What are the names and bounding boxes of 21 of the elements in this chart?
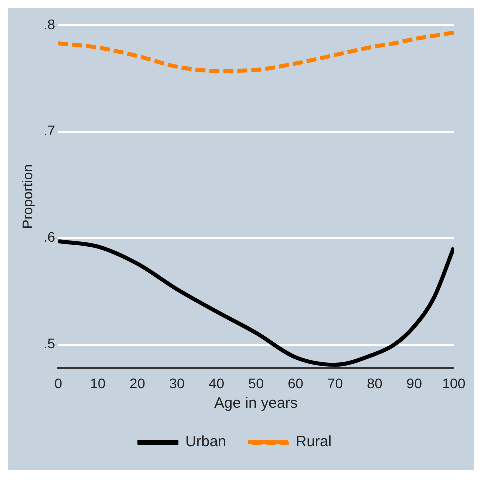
x-tick-label: 90 (406, 375, 422, 392)
line-series (58, 240, 454, 368)
x-tick-label: 30 (169, 375, 186, 392)
y-tick-label: .7 (44, 122, 56, 139)
legend-label: Urban (186, 434, 227, 451)
x-tick-label: 100 (442, 375, 466, 392)
legend-label: Rural (296, 434, 332, 451)
x-tick-label: 80 (367, 375, 383, 392)
x-tick-label: 70 (328, 375, 344, 392)
x-axis-title: Age in years (214, 395, 298, 412)
x-tick-label: 60 (288, 375, 304, 392)
x-tick-label: 50 (248, 375, 264, 392)
x-tick-label: 20 (130, 375, 146, 392)
x-tick-label: 40 (208, 375, 225, 392)
y-tick-label: .5 (44, 336, 56, 352)
x-tick-label: 0 (54, 375, 63, 392)
y-axis-title: Proportion (19, 164, 36, 230)
line-series (58, 30, 454, 74)
x-tick-label: 10 (90, 375, 106, 392)
y-tick-label: .6 (44, 229, 56, 246)
y-tick-label: .8 (44, 16, 56, 32)
